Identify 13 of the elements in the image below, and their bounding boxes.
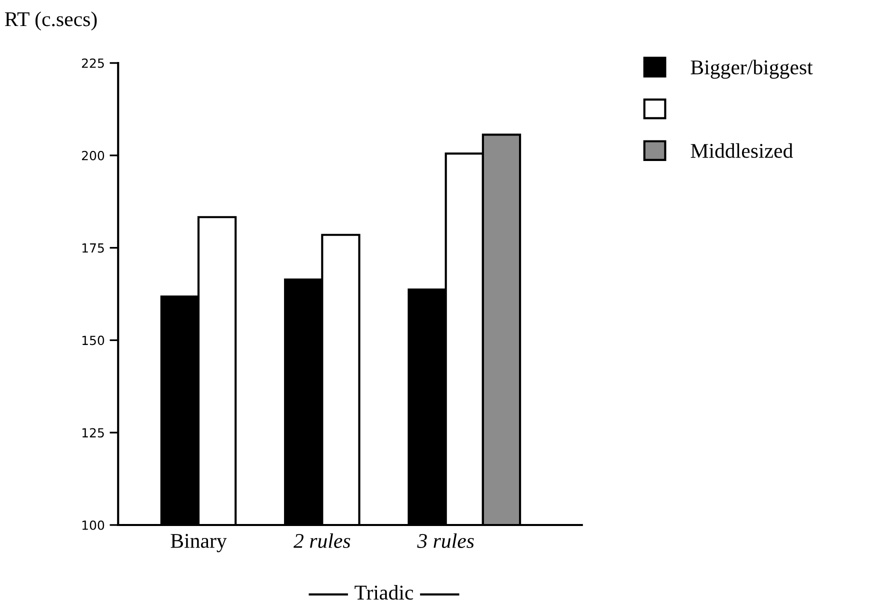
legend-label: Bigger/biggest bbox=[690, 60, 813, 79]
legend-label: Middlesized bbox=[690, 143, 793, 158]
y-axis-title: RT (c.secs) bbox=[4, 12, 97, 30]
y-tick-label: 125 bbox=[82, 428, 104, 438]
y-tick-label: 150 bbox=[82, 336, 104, 346]
y-tick-label: 175 bbox=[82, 243, 104, 253]
x-tick-label: 2 rules bbox=[294, 533, 350, 548]
y-tick-label: 200 bbox=[82, 150, 104, 160]
y-tick-label: 225 bbox=[82, 58, 104, 68]
text: Triadic bbox=[354, 585, 414, 600]
x-tick-label: Binary bbox=[170, 534, 227, 552]
y-tick-label: 100 bbox=[82, 520, 104, 530]
x-tick-label: 3 rules bbox=[417, 533, 474, 548]
